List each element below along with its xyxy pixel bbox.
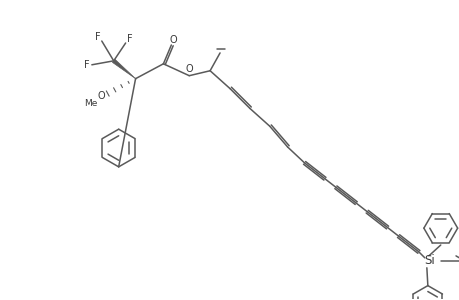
Text: F: F xyxy=(127,34,132,44)
Text: Me: Me xyxy=(84,99,97,108)
Polygon shape xyxy=(112,59,135,79)
Text: F: F xyxy=(84,60,90,70)
Text: O: O xyxy=(169,35,177,45)
Text: O: O xyxy=(185,64,193,74)
Text: F: F xyxy=(95,32,101,42)
Text: O: O xyxy=(98,91,106,100)
Text: Si: Si xyxy=(424,254,434,267)
